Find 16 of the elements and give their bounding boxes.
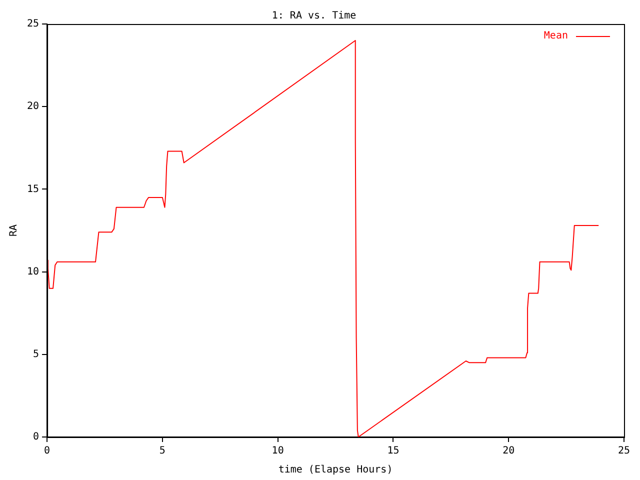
y-tick-label: 10	[26, 266, 40, 278]
y-tick-label: 5	[33, 348, 40, 360]
y-tick-label: 20	[26, 101, 40, 112]
x-tick-label: 15	[387, 446, 400, 457]
y-axis-title: RA	[8, 224, 20, 237]
legend-label: Mean	[544, 30, 568, 42]
y-tick-label: 0	[33, 432, 40, 443]
x-tick-label: 5	[159, 446, 166, 457]
x-tick-label: 20	[502, 446, 515, 457]
x-tick-label: 25	[618, 446, 630, 457]
x-tick-label: 10	[272, 446, 284, 457]
x-tick-label: 0	[44, 446, 50, 457]
y-tick-label: 15	[26, 184, 40, 195]
y-tick-label: 25	[26, 18, 40, 30]
x-axis-title: time (Elapse Hours)	[278, 464, 393, 476]
chart-title: 1: RA vs. Time	[272, 10, 356, 22]
